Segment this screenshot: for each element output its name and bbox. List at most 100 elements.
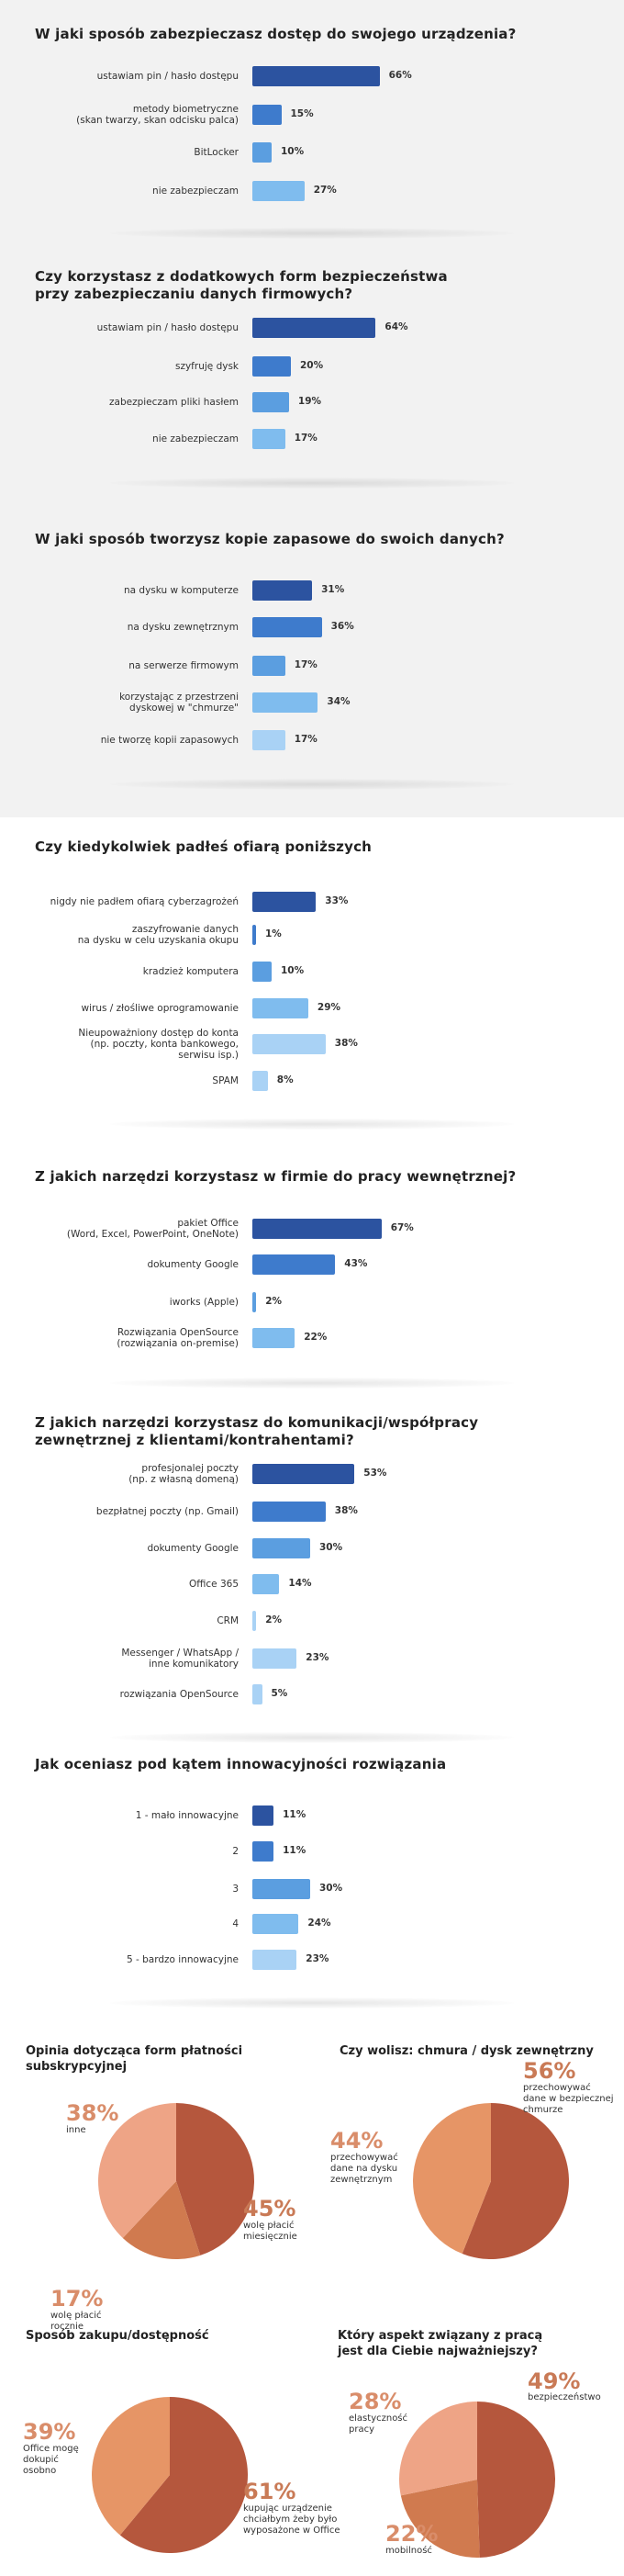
bar-category-label: nie zabezpieczam	[152, 433, 239, 444]
bar-value-label: 10%	[281, 965, 305, 976]
bar	[252, 925, 256, 945]
bar-category-label: Nieupoważniony dostęp do konta (np. pocz…	[78, 1028, 239, 1061]
bar	[252, 1574, 280, 1594]
bar-value-label: 5%	[271, 1688, 288, 1699]
bar	[252, 392, 289, 412]
bar-value-label: 17%	[294, 433, 318, 444]
bar-value-label: 8%	[276, 1074, 294, 1086]
pie-slice-label: wolę płacić rocznie	[50, 2311, 102, 2332]
bar-category-label: na dysku w komputerze	[124, 585, 239, 596]
bar-category-label: profesjonalej poczty (np. z własną domen…	[128, 1463, 239, 1485]
pie-slice-percent: 56%	[523, 2058, 576, 2084]
bar	[252, 1611, 257, 1631]
bar-category-label: dokumenty Google	[147, 1543, 239, 1554]
bar-category-label: korzystając z przestrzeni dyskowej w "ch…	[119, 692, 239, 714]
bar	[252, 429, 285, 449]
bar-category-label: nigdy nie padłem ofiarą cyberzagrożeń	[50, 896, 239, 907]
bar	[252, 1219, 382, 1239]
bar	[252, 1805, 274, 1826]
pie-slice-label: Office mogę dokupić osobno	[23, 2444, 79, 2476]
bar-value-label: 19%	[297, 396, 322, 407]
bar-value-label: 11%	[283, 1809, 306, 1820]
bar-value-label: 2%	[265, 1614, 283, 1625]
bar-value-label: 34%	[327, 696, 351, 707]
bar-value-label: 53%	[363, 1468, 387, 1479]
bar	[252, 1879, 310, 1899]
pie-slice	[400, 2480, 480, 2558]
bar-category-label: na serwerze firmowym	[128, 660, 239, 671]
bar-category-label: SPAM	[212, 1075, 239, 1086]
bar-category-label: pakiet Office (Word, Excel, PowerPoint, …	[66, 1218, 239, 1240]
chart-shadow	[110, 779, 514, 790]
bar-value-label: 36%	[330, 621, 354, 632]
bar-value-label: 30%	[319, 1883, 343, 1894]
bar-category-label: Office 365	[188, 1579, 239, 1590]
bar	[252, 1464, 355, 1484]
bar-category-label: szyfruję dysk	[174, 361, 239, 372]
bar	[252, 998, 308, 1018]
bar-value-label: 66%	[388, 70, 412, 81]
pie-chart-title: Który aspekt związany z pracą jest dla C…	[338, 2329, 543, 2358]
bar	[252, 580, 313, 601]
bar-value-label: 67%	[390, 1222, 414, 1233]
bar-value-label: 31%	[321, 584, 345, 595]
pie-slice-label: bezpieczeństwo	[528, 2392, 601, 2402]
bar	[252, 1328, 295, 1348]
bar-category-label: 4	[232, 1918, 239, 1929]
bar-value-label: 33%	[325, 895, 349, 906]
bar-value-label: 38%	[334, 1505, 358, 1516]
chart-shadow	[110, 1378, 514, 1389]
pie-slice-percent: 45%	[243, 2196, 296, 2222]
bar-value-label: 22%	[304, 1332, 328, 1343]
bar-value-label: 23%	[306, 1652, 329, 1663]
pie-slice-percent: 17%	[50, 2286, 104, 2312]
bar-category-label: ustawiam pin / hasło dostępu	[96, 71, 239, 82]
bar	[252, 617, 322, 637]
bar-value-label: 43%	[344, 1258, 368, 1269]
pie-slice-percent: 61%	[243, 2479, 296, 2504]
bar	[252, 692, 318, 713]
bar-category-label: 1 - mało innowacyjne	[135, 1810, 239, 1821]
chart-title: Z jakich narzędzi korzystasz w firmie do…	[35, 1168, 517, 1185]
bar-category-label: 5 - bardzo innowacyjne	[126, 1954, 239, 1965]
pie-chart	[399, 2402, 555, 2558]
pie-slice	[462, 2103, 569, 2259]
bar-category-label: na dysku zewnętrznym	[127, 622, 239, 633]
bar-value-label: 17%	[294, 734, 318, 745]
bar	[252, 105, 282, 125]
chart-title: W jaki sposób tworzysz kopie zapasowe do…	[35, 531, 505, 547]
bar-category-label: dokumenty Google	[147, 1259, 239, 1270]
bar-category-label: ustawiam pin / hasło dostępu	[96, 322, 239, 333]
pie-slice	[122, 2181, 201, 2259]
bar-value-label: 14%	[288, 1578, 312, 1589]
pie-slice-label: kupując urządzenie chciałbym żeby było w…	[243, 2503, 340, 2536]
chart-title: Z jakich narzędzi korzystasz do komunika…	[35, 1414, 479, 1448]
bar-category-label: 2	[232, 1846, 239, 1857]
bar	[252, 962, 272, 982]
bar-category-label: metody biometryczne (skan twarzy, skan o…	[76, 104, 239, 126]
bar-value-label: 30%	[319, 1542, 343, 1553]
bar	[252, 142, 272, 163]
pie-slice-label: mobilność	[385, 2546, 432, 2556]
bar	[252, 1648, 297, 1669]
bar-category-label: 3	[232, 1884, 239, 1895]
pie-chart	[92, 2397, 248, 2553]
pie-slice-percent: 44%	[330, 2128, 384, 2154]
chart-title: Czy kiedykolwiek padłeś ofiarą poniższyc…	[35, 838, 373, 855]
bar-value-label: 64%	[384, 321, 408, 332]
bar	[252, 1914, 299, 1934]
bar-category-label: wirus / złośliwe oprogramowanie	[81, 1003, 240, 1014]
pie-slice-label: wolę płacić miesięcznie	[243, 2221, 297, 2242]
bar-value-label: 2%	[265, 1296, 283, 1307]
pie-chart-title: Opinia dotycząca form płatności subskryp…	[26, 2044, 243, 2074]
pie-slice	[412, 2103, 491, 2255]
bar	[252, 1292, 257, 1312]
bar-category-label: nie zabezpieczam	[152, 186, 239, 197]
bar	[252, 1538, 310, 1558]
pie-slice	[92, 2397, 170, 2536]
bar-value-label: 15%	[290, 108, 314, 119]
pie-slice	[98, 2103, 176, 2238]
pie-slice-label: inne	[66, 2125, 86, 2135]
survey-background-panel	[0, 0, 624, 817]
bar-value-label: 1%	[265, 928, 282, 939]
